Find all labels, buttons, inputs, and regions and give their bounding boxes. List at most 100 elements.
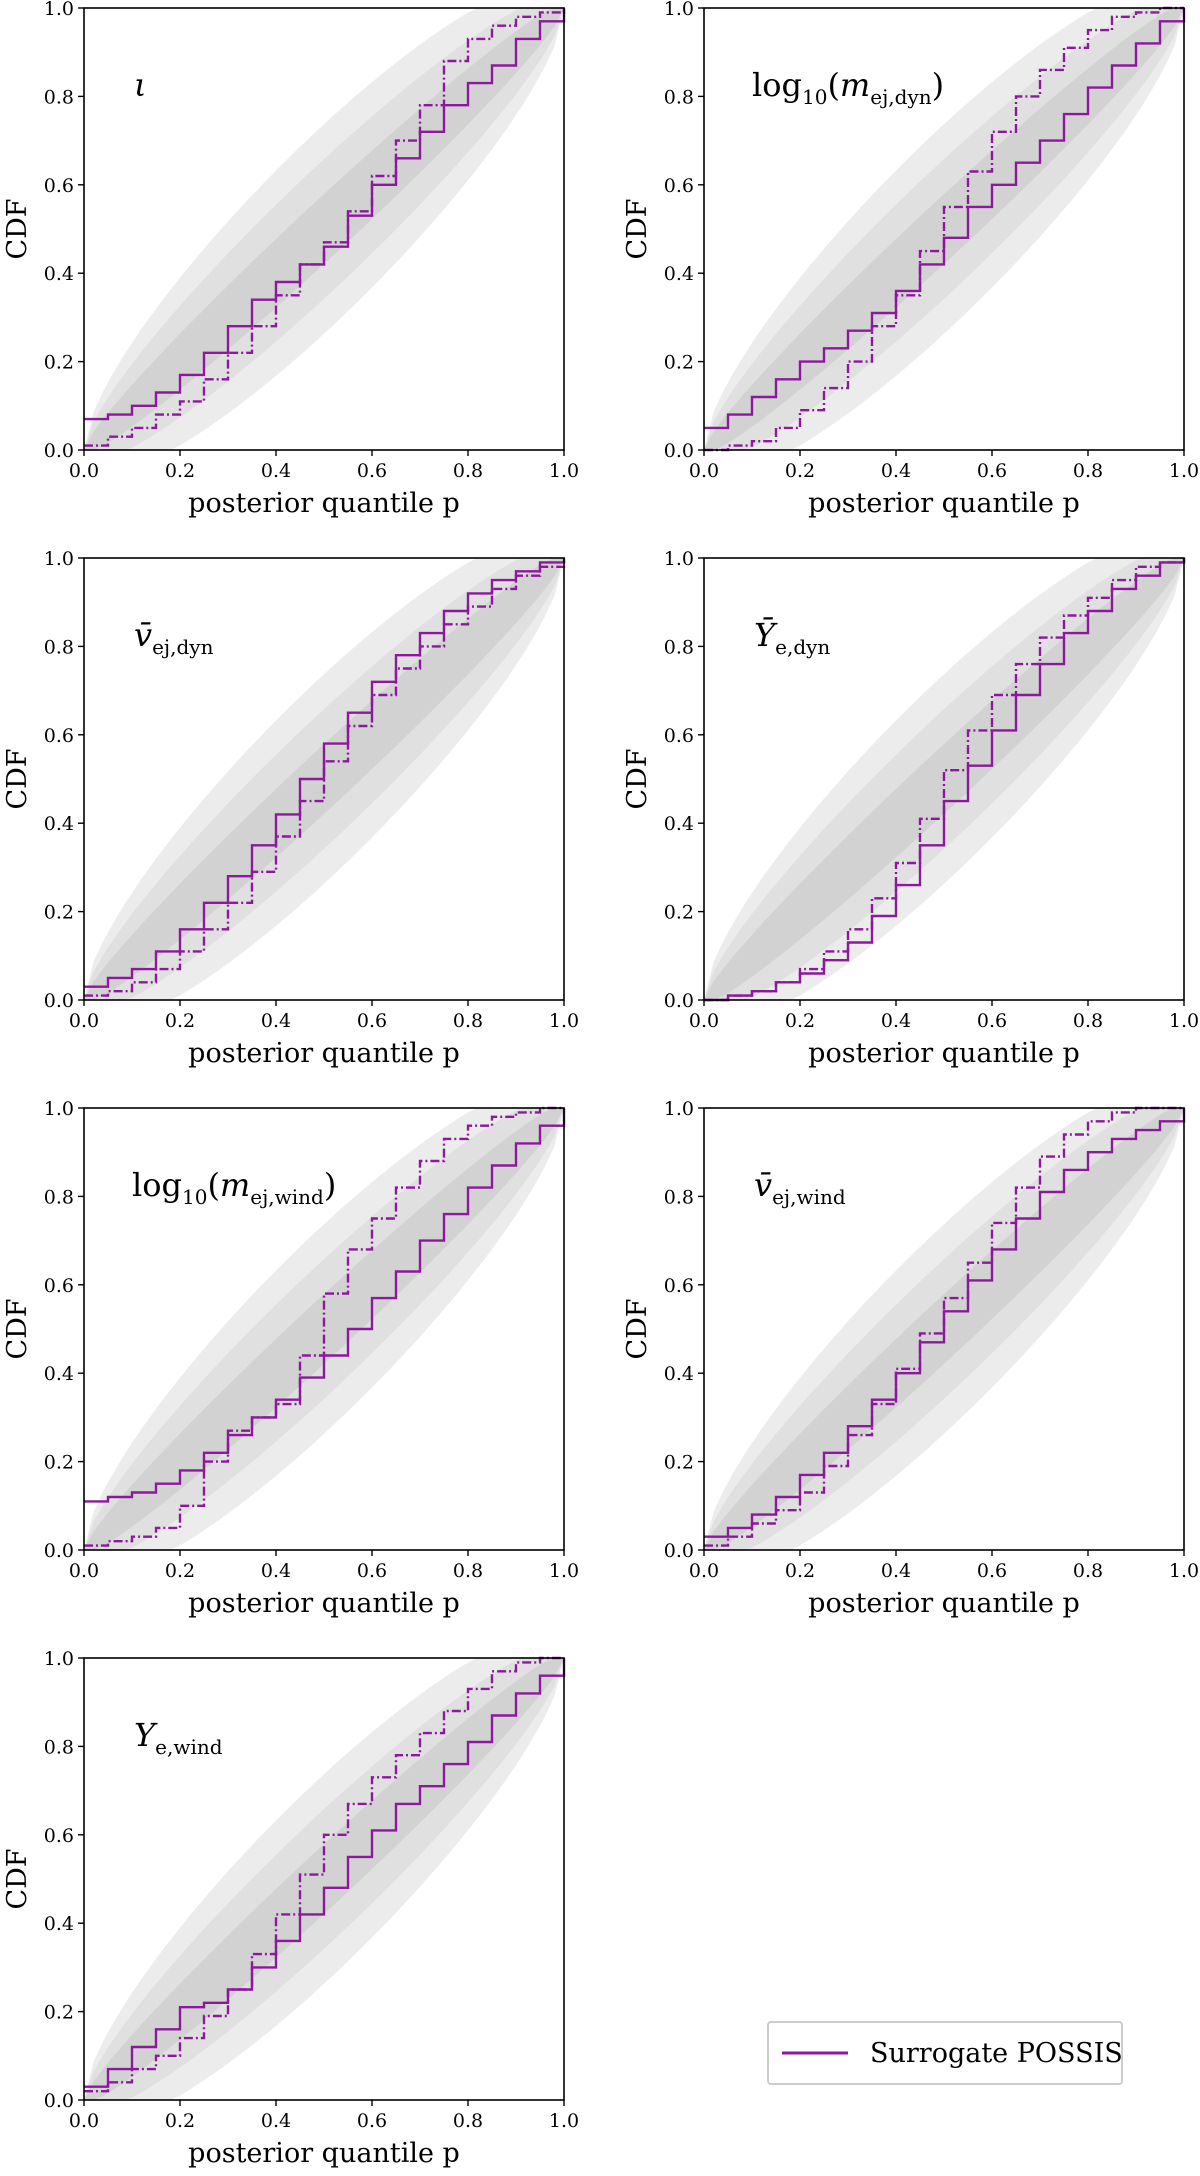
parameter-label: ι: [134, 66, 147, 104]
parameter-label: log10(mej,dyn): [752, 66, 944, 109]
parameter-label: v̄ej,dyn: [134, 616, 214, 659]
x-tick-label: 0.4: [261, 2110, 291, 2132]
legend: Surrogate POSSIS: [767, 2021, 1123, 2085]
x-tick-label: 0.8: [453, 1010, 483, 1032]
x-tick-label: 1.0: [549, 1560, 579, 1582]
series-line-solid: [704, 1108, 1186, 1538]
x-axis-label: posterior quantile p: [188, 1588, 460, 1619]
x-axis-label: posterior quantile p: [188, 2138, 460, 2169]
y-tick-label: 1.0: [664, 548, 694, 570]
y-tick-label: 0.8: [44, 86, 74, 108]
series-line-dashed: [704, 558, 1186, 1002]
x-axis-label: posterior quantile p: [188, 488, 460, 519]
y-tick-label: 0.6: [44, 175, 74, 197]
x-tick-label: 0.4: [881, 1010, 911, 1032]
x-tick-label: 1.0: [549, 460, 579, 482]
series-line-dashed: [84, 558, 566, 997]
chart-panel: 0.0 0.2 0.4 0.6 0.8 1.0 0.0 0.2 0.4 0.6 0.8 1.0 post…: [622, 548, 1199, 1069]
series-line-solid: [84, 558, 566, 988]
y-tick-label: 0.4: [664, 263, 694, 285]
y-tick-label: 1.0: [44, 0, 74, 20]
y-axis-label: CDF: [2, 198, 33, 259]
legend-box: [767, 2021, 1123, 2085]
axes-frame: [703, 557, 1185, 1001]
y-tick-label: 0.8: [664, 1186, 694, 1208]
y-tick-label: 1.0: [44, 548, 74, 570]
x-tick-label: 0.6: [977, 1010, 1007, 1032]
axes-frame: [703, 7, 1185, 451]
legend-label: Surrogate POSSIS: [870, 2038, 1123, 2069]
series-line-dashed: [84, 1656, 564, 2093]
axes-frame: [83, 1657, 565, 2101]
x-tick-label: 0.0: [69, 2110, 99, 2132]
x-tick-label: 0.6: [357, 1010, 387, 1032]
chart-panel: 0.0 0.2 0.4 0.6 0.8 1.0 0.0 0.2 0.4 0.6 0.8 1.0 post…: [622, 0, 1199, 519]
y-tick-label: 0.0: [44, 440, 74, 462]
y-tick-label: 0.4: [44, 1363, 74, 1385]
x-tick-label: 0.2: [785, 460, 815, 482]
x-tick-label: 0.4: [881, 460, 911, 482]
y-tick-label: 0.4: [44, 263, 74, 285]
y-tick-label: 0.0: [664, 1540, 694, 1562]
y-tick-label: 0.6: [44, 1825, 74, 1847]
y-axis-label: CDF: [622, 198, 653, 259]
x-tick-label: 0.4: [261, 1010, 291, 1032]
series-line-solid: [84, 1658, 566, 2088]
y-tick-label: 0.4: [44, 813, 74, 835]
x-axis-label: posterior quantile p: [808, 488, 1080, 519]
x-tick-label: 0.0: [69, 1010, 99, 1032]
y-axis-label: CDF: [2, 748, 33, 809]
x-tick-label: 0.0: [69, 1560, 99, 1582]
x-tick-label: 0.2: [165, 1560, 195, 1582]
x-axis-label: posterior quantile p: [808, 1038, 1080, 1069]
y-tick-label: 0.8: [664, 86, 694, 108]
y-tick-label: 0.6: [664, 175, 694, 197]
x-tick-label: 0.8: [453, 2110, 483, 2132]
y-tick-label: 0.0: [664, 440, 694, 462]
x-tick-label: 0.6: [357, 2110, 387, 2132]
y-axis-label: CDF: [622, 748, 653, 809]
x-tick-label: 0.8: [1073, 460, 1103, 482]
series-line-dashed: [84, 1106, 564, 1547]
x-tick-label: 0.0: [689, 1560, 719, 1582]
series-line-solid: [704, 8, 1186, 430]
chart-panel: 0.0 0.2 0.4 0.6 0.8 1.0 0.0 0.2 0.4 0.6 0.8 1.0 post…: [2, 548, 579, 1069]
x-tick-label: 1.0: [549, 1010, 579, 1032]
x-tick-label: 0.4: [261, 460, 291, 482]
x-tick-label: 0.6: [977, 1560, 1007, 1582]
x-tick-label: 1.0: [1169, 1560, 1199, 1582]
y-tick-label: 0.0: [44, 1540, 74, 1562]
x-tick-label: 0.4: [881, 1560, 911, 1582]
y-tick-label: 0.0: [44, 2090, 74, 2112]
x-tick-label: 0.0: [689, 460, 719, 482]
y-tick-label: 0.6: [44, 1275, 74, 1297]
y-tick-label: 0.8: [44, 636, 74, 658]
parameter-label: Ȳe,dyn: [754, 616, 830, 659]
x-tick-label: 0.4: [261, 1560, 291, 1582]
axes-frame: [83, 557, 565, 1001]
series-line-dashed: [704, 6, 1184, 452]
x-tick-label: 1.0: [1169, 460, 1199, 482]
axes-frame: [83, 7, 565, 451]
chart-panel: 0.0 0.2 0.4 0.6 0.8 1.0 0.0 0.2 0.4 0.6 0.8 1.0 post…: [2, 0, 579, 519]
y-tick-label: 0.4: [664, 813, 694, 835]
x-tick-label: 0.2: [785, 1560, 815, 1582]
y-tick-label: 0.8: [44, 1186, 74, 1208]
y-tick-label: 0.2: [44, 1452, 74, 1474]
x-tick-label: 0.8: [1073, 1010, 1103, 1032]
x-tick-label: 0.2: [785, 1010, 815, 1032]
y-tick-label: 0.4: [664, 1363, 694, 1385]
x-tick-label: 0.8: [1073, 1560, 1103, 1582]
x-tick-label: 0.0: [69, 460, 99, 482]
y-tick-label: 0.6: [44, 725, 74, 747]
y-tick-label: 0.0: [664, 990, 694, 1012]
x-axis-label: posterior quantile p: [188, 1038, 460, 1069]
y-tick-label: 0.4: [44, 1913, 74, 1935]
parameter-label: v̄ej,wind: [754, 1166, 846, 1209]
y-axis-label: CDF: [2, 1848, 33, 1909]
y-tick-label: 0.8: [44, 1736, 74, 1758]
y-tick-label: 0.2: [664, 352, 694, 374]
x-axis-label: posterior quantile p: [808, 1588, 1080, 1619]
y-tick-label: 1.0: [664, 0, 694, 20]
